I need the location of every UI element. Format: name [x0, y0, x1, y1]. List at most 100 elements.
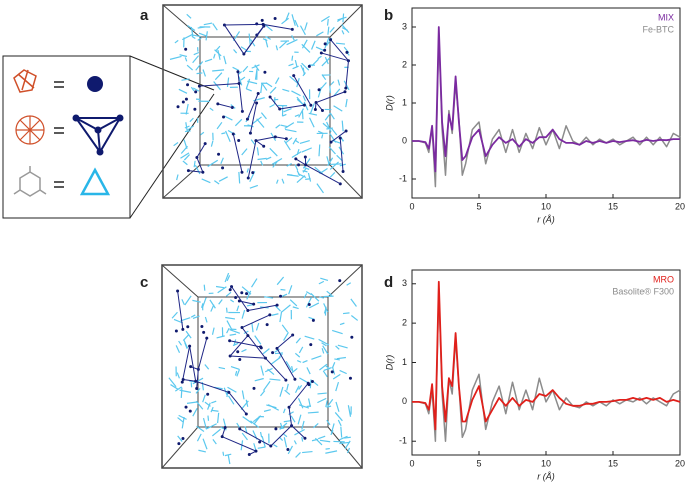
node [176, 289, 180, 293]
node [174, 329, 178, 333]
linker [284, 122, 295, 129]
edge [177, 290, 184, 330]
linker [329, 161, 339, 170]
linker [334, 412, 343, 422]
linker [325, 400, 328, 408]
edge [221, 436, 257, 452]
node [206, 392, 210, 396]
edge [305, 164, 341, 185]
node [329, 38, 333, 42]
linker [173, 142, 179, 147]
x-axis-label: r (Å) [537, 471, 555, 481]
edge [249, 102, 258, 134]
node [177, 442, 181, 446]
linker [326, 121, 332, 133]
node [193, 107, 197, 111]
linker [288, 63, 294, 67]
linker [323, 366, 332, 372]
linker [283, 437, 288, 448]
linker [241, 286, 252, 295]
linker [299, 140, 310, 145]
linker [346, 282, 352, 286]
node [186, 83, 190, 87]
linker [180, 152, 190, 159]
linker [301, 62, 310, 71]
x-tick-label: 0 [409, 458, 414, 468]
node [323, 48, 327, 52]
node [181, 100, 185, 104]
linker [309, 117, 315, 128]
edge [288, 382, 309, 408]
data-line [412, 26, 680, 173]
node [341, 170, 345, 174]
node [237, 138, 241, 142]
linker [332, 373, 341, 380]
edge [189, 346, 197, 382]
linker [346, 447, 351, 454]
node [343, 90, 347, 94]
linker [322, 122, 330, 129]
linker [182, 160, 188, 166]
linker [260, 365, 265, 376]
edge [255, 140, 264, 147]
linker [170, 384, 179, 390]
x-axis-label: r (Å) [537, 214, 555, 224]
linker [216, 121, 223, 130]
linker [180, 387, 183, 398]
node [304, 163, 308, 167]
linker [299, 25, 306, 36]
linker [297, 414, 302, 425]
linker [227, 386, 237, 393]
linker [214, 72, 223, 81]
linker [186, 13, 192, 19]
linker [213, 53, 216, 59]
linker [281, 304, 291, 313]
linker [326, 405, 332, 408]
linker [291, 90, 301, 97]
edge [293, 75, 312, 106]
linker [301, 420, 305, 430]
edge [276, 348, 296, 380]
node [186, 169, 190, 173]
node [231, 132, 235, 136]
edge [330, 130, 347, 143]
linker [218, 299, 223, 305]
linker [292, 306, 299, 310]
linker [194, 165, 201, 175]
linker [184, 57, 188, 62]
node [240, 291, 244, 295]
linker [245, 399, 249, 407]
linker [279, 41, 288, 49]
node [258, 440, 262, 444]
linker [295, 452, 301, 458]
edge [217, 103, 233, 109]
node [188, 409, 192, 413]
linker [202, 418, 207, 430]
linker [205, 423, 217, 430]
node [240, 170, 244, 174]
y-tick-label: 0 [402, 135, 407, 145]
edge [330, 39, 349, 62]
linker [305, 291, 312, 296]
edge [270, 425, 292, 447]
linker [296, 175, 306, 183]
linker [222, 451, 225, 456]
linker [262, 380, 271, 391]
node [259, 346, 263, 350]
linker [330, 81, 335, 86]
linker [324, 56, 329, 65]
linker [197, 37, 202, 41]
linker [176, 174, 179, 181]
linker [330, 127, 338, 136]
zoom-line [129, 93, 215, 219]
linker [336, 154, 343, 162]
linker [317, 397, 327, 404]
linker [178, 340, 183, 346]
linker [324, 112, 332, 121]
linker [321, 348, 325, 354]
node [338, 279, 342, 283]
linker [317, 87, 322, 98]
linker [317, 435, 326, 440]
linker [175, 345, 181, 353]
edge [196, 143, 206, 158]
